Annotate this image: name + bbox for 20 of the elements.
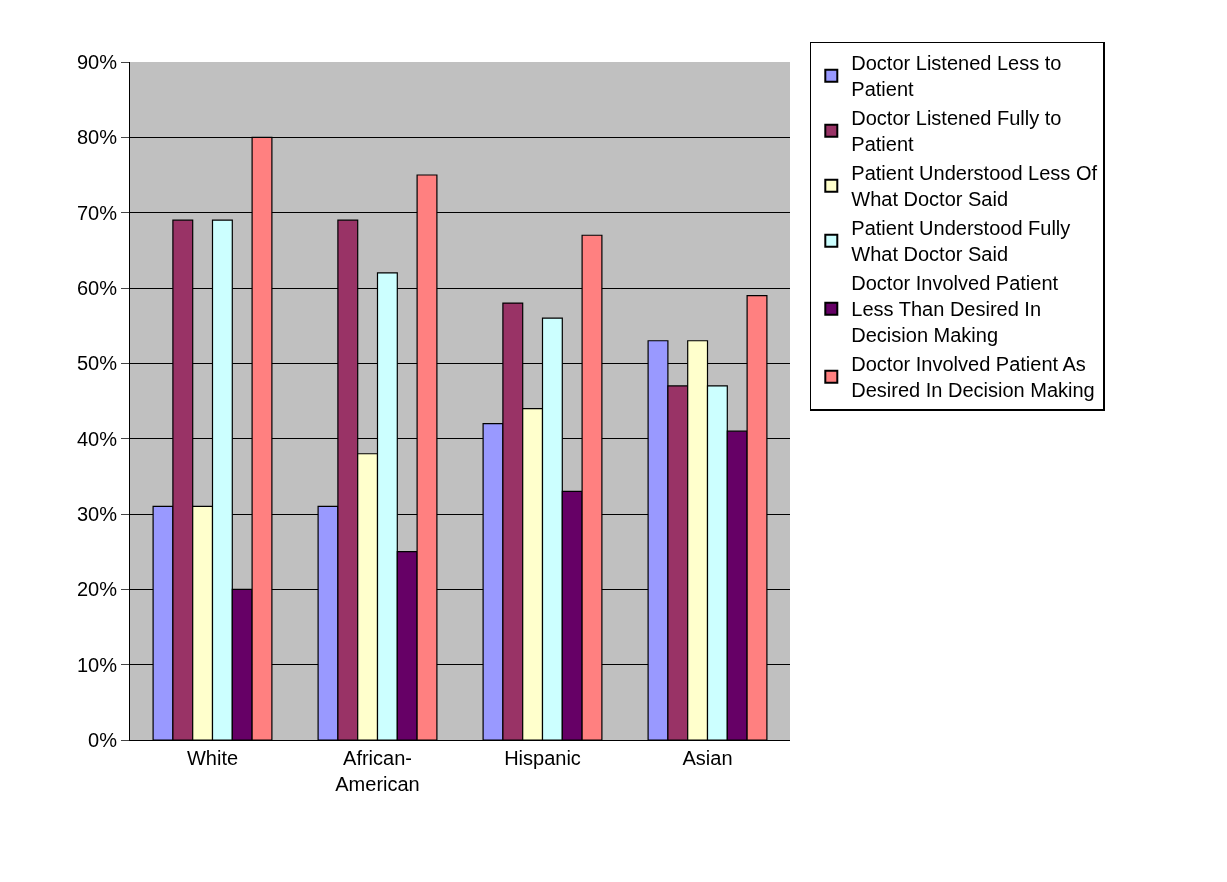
y-tick-label: 40%	[76, 427, 118, 450]
x-tick-label: White	[186, 747, 239, 769]
legend-label: Patient Understood Less Of What Doctor Said	[851, 162, 1098, 211]
x-tick-label: Asian	[682, 747, 733, 769]
x-tick-label: African- American	[335, 747, 420, 795]
legend-label: Patient Understood Fully What Doctor Said	[851, 217, 1071, 266]
y-tick-label: 0%	[88, 729, 118, 751]
y-tick-label: 60%	[76, 277, 118, 299]
y-tick-label: 50%	[76, 352, 118, 375]
y-tick-label: 10%	[76, 653, 118, 676]
legend-label: Doctor Involved Patient As Desired In Decision Making	[851, 353, 1095, 402]
y-tick-label: 90%	[76, 51, 118, 73]
legend-label: Doctor Listened Less to Patient	[851, 52, 1062, 101]
legend-label: Doctor Listened Fully to Patient	[851, 107, 1062, 156]
y-tick-label: 30%	[76, 503, 118, 525]
x-tick-label: Hispanic	[504, 747, 581, 769]
y-tick-label: 70%	[76, 201, 118, 224]
y-tick-label: 20%	[76, 578, 118, 601]
y-tick-label: 80%	[76, 126, 118, 149]
legend-label: Doctor Involved Patient Less Than Desired In Decision Making	[851, 272, 1059, 347]
